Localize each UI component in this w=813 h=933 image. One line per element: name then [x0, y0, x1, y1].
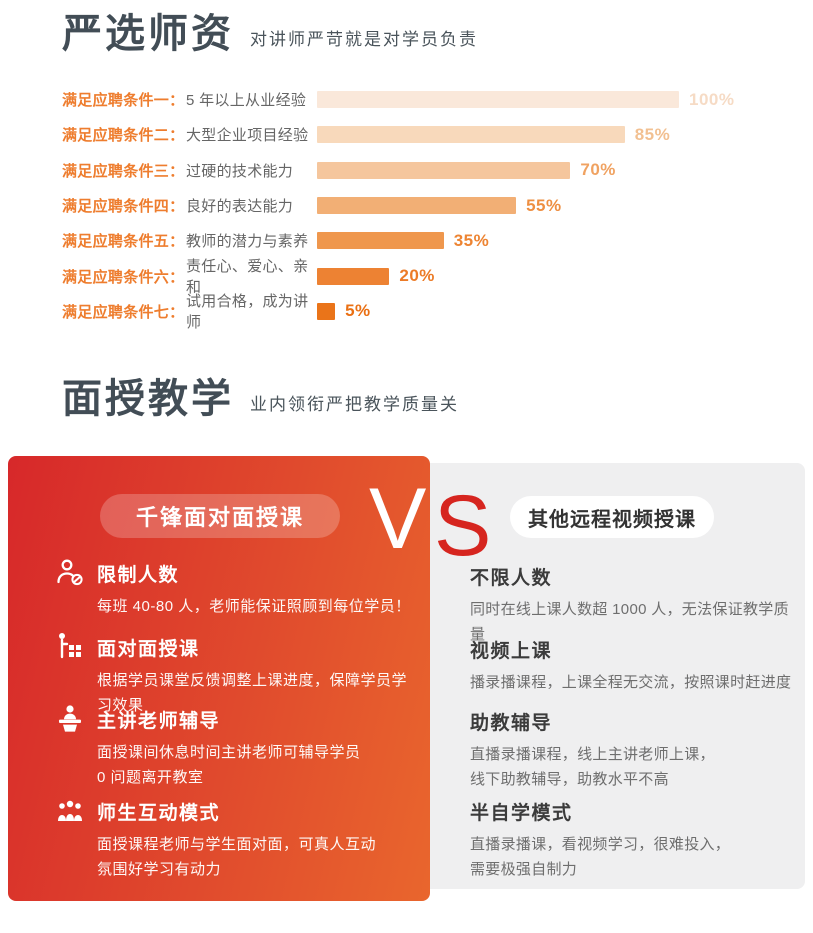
criteria-label: 满足应聘条件三：: [62, 162, 185, 180]
bar-value: 35%: [453, 230, 490, 250]
left-item-desc: 0 问题离开教室: [97, 769, 204, 787]
group-interaction-icon: [55, 795, 85, 825]
criteria-description: 试用合格，成为讲师: [186, 293, 309, 332]
criteria-label: 满足应聘条件一：: [62, 92, 185, 110]
qianfeng-badge: 千锋面对面授课: [100, 494, 340, 539]
right-item: 半自学模式 直播录播课，看视频学习，很难投入， 需要极强自制力: [470, 798, 795, 882]
criteria-label: 满足应聘条件七：: [62, 303, 185, 321]
left-item: 限制人数 每班 40-80 人，老师能保证照顾到每位学员！: [55, 557, 420, 619]
chart-row: 满足应聘条件七： 试用合格，成为讲师 5%: [0, 293, 813, 331]
qianfeng-panel: 千锋面对面授课 限制人数 每班 40-80 人，老师能保证照顾到每位学员！ 面对…: [8, 456, 430, 902]
right-item-desc: 播录播课程，上课全程无交流，按照课时赶进度: [470, 674, 792, 692]
right-item-desc: 同时在线上课人数超 1000 人，无法保证教学质量: [470, 601, 789, 644]
vs-comparison: 千锋面对面授课 限制人数 每班 40-80 人，老师能保证照顾到每位学员！ 面对…: [0, 456, 813, 906]
right-item-title: 半自学模式: [470, 803, 573, 825]
others-panel: 其他远程视频授课 不限人数 同时在线上课人数超 1000 人，无法保证教学质量 …: [430, 463, 805, 890]
criteria-label: 满足应聘条件六：: [62, 268, 185, 286]
criteria-description: 教师的潜力与素养: [186, 233, 309, 251]
right-item-desc: 线下助教辅导，助教水平不高: [470, 771, 669, 789]
left-item-text: 主讲老师辅导 面授课间休息时间主讲老师可辅导学员 0 问题离开教室: [97, 706, 361, 790]
right-item-desc: 直播录播课程，线上主讲老师上课，: [470, 746, 715, 764]
left-item: 师生互动模式 面授课程老师与学生面对面，可真人互动 氛围好学习有动力: [55, 798, 420, 882]
chart-row: 满足应聘条件二： 大型企业项目经验 85%: [0, 117, 813, 152]
section1-title: 严选师资: [62, 12, 234, 56]
bar: [317, 302, 336, 320]
chart-row: 满足应聘条件五： 教师的潜力与素养 35%: [0, 223, 813, 258]
right-item: 助教辅导 直播录播课程，线上主讲老师上课， 线下助教辅导，助教水平不高: [470, 708, 795, 792]
left-item-desc: 面授课程老师与学生面对面，可真人互动: [97, 836, 377, 854]
left-item-desc: 每班 40-80 人，老师能保证照顾到每位学员！: [97, 598, 411, 616]
bar-value: 20%: [399, 266, 435, 286]
chart-row: 满足应聘条件六： 责任心、爱心、亲和 20%: [0, 258, 813, 296]
bar-value: 85%: [634, 124, 671, 144]
left-item-text: 限制人数 每班 40-80 人，老师能保证照顾到每位学员！: [97, 560, 411, 619]
right-item-title: 助教辅导: [470, 713, 553, 735]
bar-value: 5%: [345, 301, 371, 321]
vs-letter-v: V: [369, 471, 427, 568]
lecturer-podium-icon: [55, 703, 85, 733]
bar: [317, 232, 444, 250]
left-item-title: 面对面授课: [97, 639, 200, 661]
chart-row: 满足应聘条件四： 良好的表达能力 55%: [0, 188, 813, 223]
section1-header: 严选师资 对讲师严苛就是对学员负责: [0, 0, 813, 58]
bar: [317, 91, 679, 109]
left-item-text: 师生互动模式 面授课程老师与学生面对面，可真人互动 氛围好学习有动力: [97, 798, 376, 882]
limited-people-icon: [55, 557, 85, 587]
bar: [317, 197, 517, 215]
bar: [317, 126, 625, 144]
criteria-label: 满足应聘条件五：: [62, 233, 185, 251]
teacher-criteria-chart: 满足应聘条件一： 5 年以上从业经验 100% 满足应聘条件二： 大型企业项目经…: [0, 82, 813, 332]
right-item: 不限人数 同时在线上课人数超 1000 人，无法保证教学质量: [470, 563, 795, 647]
criteria-description: 5 年以上从业经验: [186, 92, 307, 110]
section2-subtitle: 业内领衔严把教学质量关: [250, 395, 459, 415]
right-item-title: 视频上课: [470, 641, 553, 663]
bar-value: 100%: [689, 89, 735, 109]
left-item: 面对面授课 根据学员课堂反馈调整上课进度，保障学员学习效果: [55, 631, 420, 718]
criteria-description: 过硬的技术能力: [186, 162, 294, 180]
bar: [317, 267, 390, 285]
left-item: 主讲老师辅导 面授课间休息时间主讲老师可辅导学员 0 问题离开教室: [55, 703, 420, 790]
left-item-text: 面对面授课 根据学员课堂反馈调整上课进度，保障学员学习效果: [97, 634, 420, 718]
section1-subtitle: 对讲师严苛就是对学员负责: [250, 30, 478, 49]
right-item-title: 不限人数: [470, 568, 553, 590]
bar-value: 70%: [580, 160, 616, 180]
right-item: 视频上课 播录播课程，上课全程无交流，按照课时赶进度: [470, 636, 795, 695]
criteria-description: 责任心、爱心、亲和: [186, 258, 309, 297]
chart-row: 满足应聘条件三： 过硬的技术能力 70%: [0, 153, 813, 188]
left-item-desc: 氛围好学习有动力: [97, 861, 222, 879]
bar-value: 55%: [526, 195, 562, 215]
others-badge: 其他远程视频授课: [510, 496, 714, 539]
bar: [317, 161, 571, 179]
section2-header: 面授教学 业内领衔严把教学质量关: [0, 375, 813, 423]
criteria-label: 满足应聘条件四：: [62, 198, 185, 216]
left-item-title: 师生互动模式: [97, 803, 221, 825]
face-to-face-teaching-icon: [55, 631, 85, 661]
criteria-label: 满足应聘条件二：: [62, 127, 185, 145]
left-item-desc: 根据学员课堂反馈调整上课进度，保障学员学习效果: [97, 672, 408, 715]
criteria-description: 良好的表达能力: [186, 198, 294, 216]
vs-letter-s: S: [434, 478, 492, 575]
criteria-description: 大型企业项目经验: [186, 127, 309, 145]
chart-row: 满足应聘条件一： 5 年以上从业经验 100%: [0, 82, 813, 117]
left-item-title: 主讲老师辅导: [97, 711, 221, 733]
right-item-desc: 直播录播课，看视频学习，很难投入，: [470, 836, 731, 854]
right-item-desc: 需要极强自制力: [470, 861, 578, 879]
left-item-desc: 面授课间休息时间主讲老师可辅导学员: [97, 744, 361, 762]
section2-title: 面授教学: [62, 377, 234, 422]
left-item-title: 限制人数: [97, 565, 180, 587]
